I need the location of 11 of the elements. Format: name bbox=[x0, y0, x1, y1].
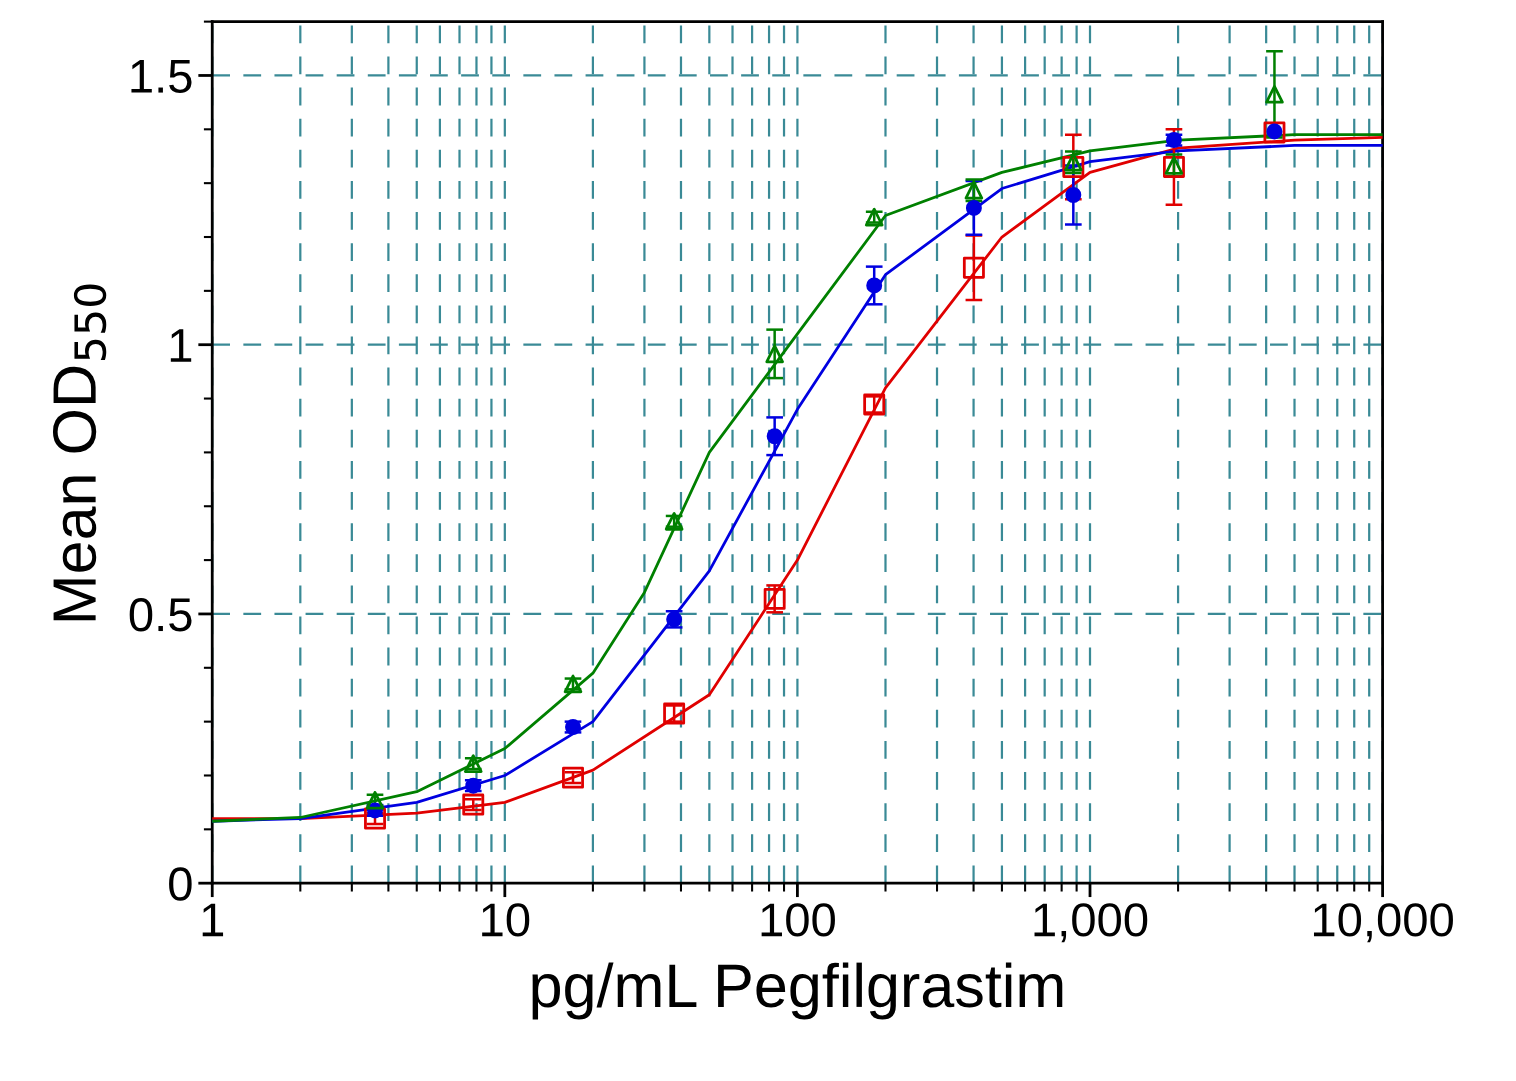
x-tick-label: 10,000 bbox=[1313, 903, 1453, 943]
x-tick-label: 1,000 bbox=[1034, 903, 1148, 943]
x-axis-title: pg/mL Pegfilgrastim bbox=[532, 962, 1063, 1020]
y-tick-label: 0 bbox=[169, 867, 192, 901]
y-tick-label: 1 bbox=[170, 329, 192, 362]
x-tick-label: 10 bbox=[482, 903, 530, 937]
x-tick-label: 100 bbox=[761, 903, 835, 937]
y-tick-label: 1.5 bbox=[131, 60, 192, 94]
y-axis-title: Mean OD$_{550}$ bbox=[52, 284, 107, 621]
y-tick-label: 0.5 bbox=[129, 598, 192, 632]
x-tick-label: 1 bbox=[202, 903, 224, 937]
